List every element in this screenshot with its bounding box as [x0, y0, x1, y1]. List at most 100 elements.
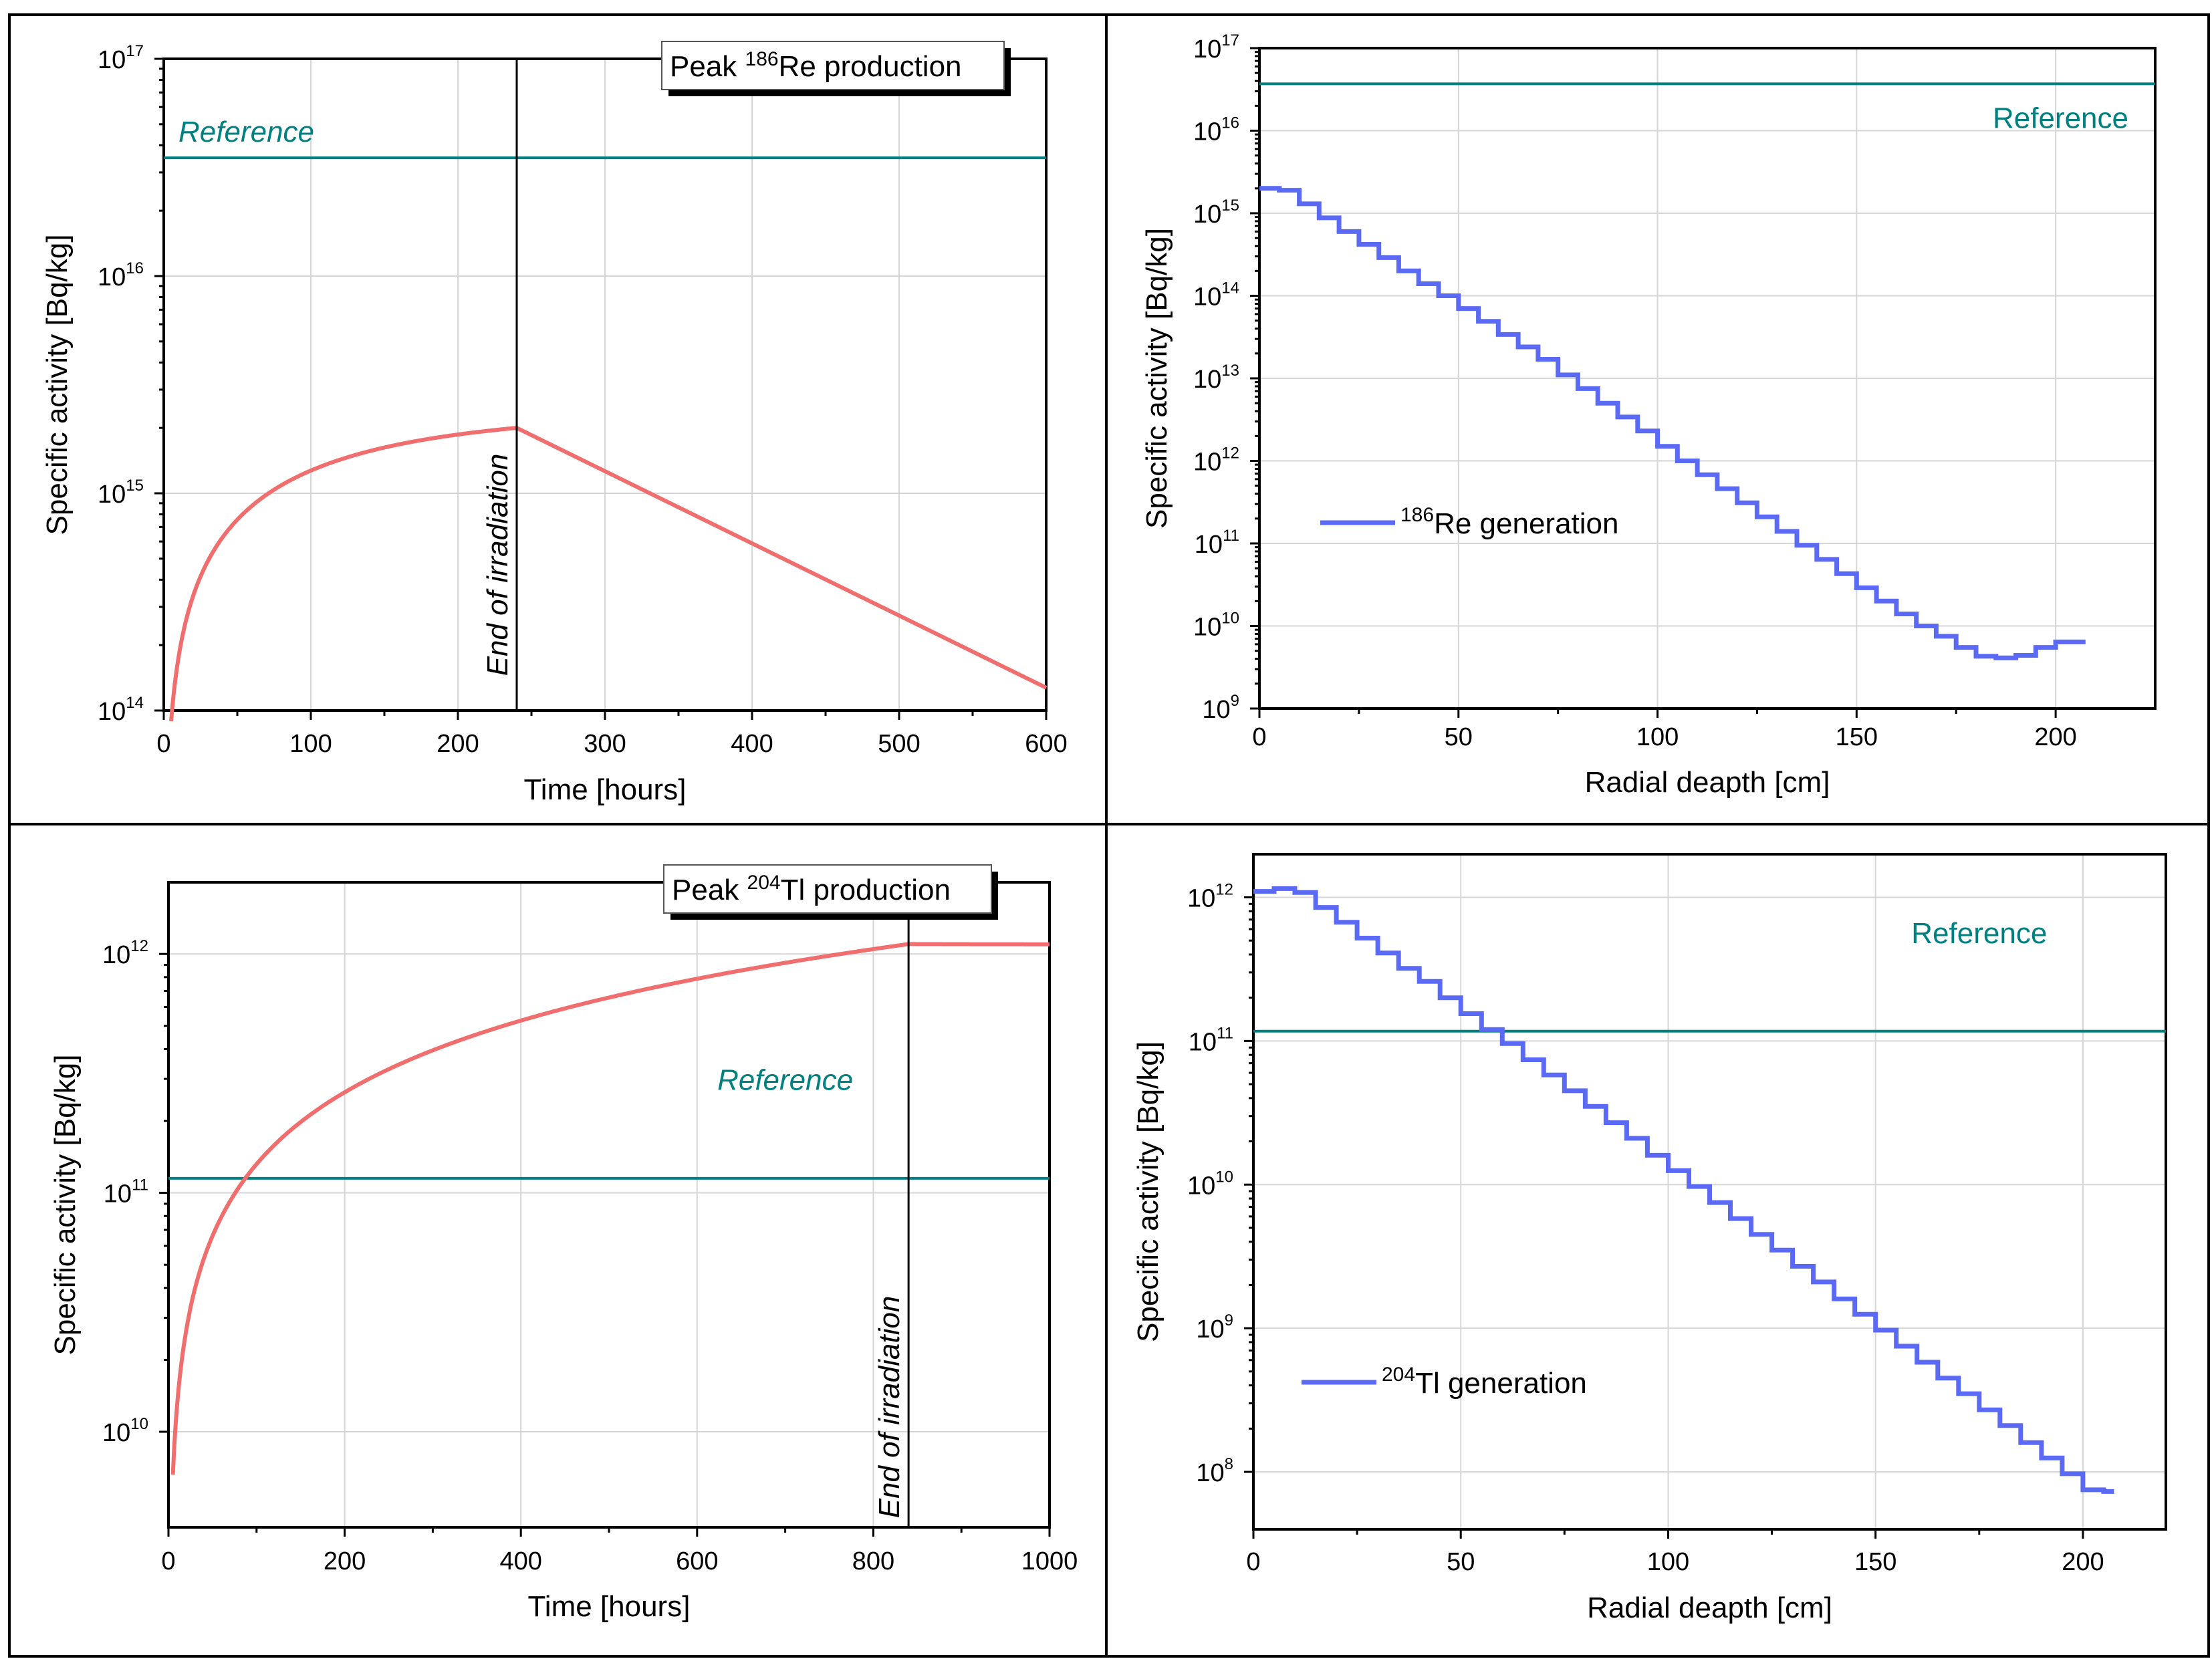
activity-point — [207, 526, 209, 527]
peak-box-prefix: Peak — [672, 874, 747, 906]
y-tick-exponent: 16 — [126, 259, 144, 277]
y-axis-title: Specific activity [Bq/kg] — [1140, 228, 1173, 529]
peak-box — [661, 41, 1005, 90]
peak-box-prefix: Peak — [670, 50, 745, 83]
y-tick-exponent: 12 — [1221, 444, 1239, 463]
activity-point — [785, 963, 786, 965]
y-tick-base: 10 — [1193, 118, 1221, 146]
end-of-irradiation-label: End of irradiation — [873, 1296, 906, 1519]
peak-box-isotope-mass: 186 — [745, 48, 779, 70]
y-axis-title: Specific activity [Bq/kg] — [41, 235, 74, 535]
end-of-irradiation-label: End of irradiation — [481, 454, 514, 676]
y-tick-exponent: 12 — [1215, 880, 1233, 898]
y-tick-base: 10 — [102, 941, 130, 969]
y-tick-exponent: 15 — [126, 477, 144, 495]
activity-point — [300, 1123, 301, 1124]
peak-box-label: Peak 204Tl production — [672, 872, 951, 906]
y-axis-title: Specific activity [Bq/kg] — [49, 1055, 82, 1356]
y-tick-base: 10 — [1193, 449, 1221, 477]
y-tick-exponent: 9 — [1231, 692, 1239, 710]
y-tick-base: 10 — [1187, 1172, 1215, 1200]
x-tick-label: 600 — [676, 1547, 718, 1575]
y-tick-base: 10 — [1196, 1459, 1224, 1487]
activity-point — [237, 495, 238, 496]
y-tick-exponent: 10 — [1215, 1168, 1233, 1186]
activity-point — [604, 466, 606, 467]
y-tick-base: 10 — [98, 46, 126, 74]
y-tick-label: 1012 — [1187, 880, 1233, 912]
y-tick-exponent: 17 — [126, 42, 144, 60]
y-tick-label: 1010 — [1187, 1168, 1233, 1200]
peak-box-isotope-mass: 204 — [747, 872, 781, 894]
y-tick-exponent: 12 — [130, 937, 148, 955]
y-tick-exponent: 8 — [1225, 1455, 1233, 1473]
x-axis-title: Radial deapth [cm] — [1585, 766, 1830, 799]
activity-point — [751, 531, 753, 532]
y-tick-label: 1011 — [1195, 527, 1239, 559]
gridlines — [164, 59, 1046, 711]
x-tick-label: 50 — [1447, 1548, 1475, 1576]
y-tick-exponent: 15 — [1221, 197, 1239, 215]
y-tick-base: 10 — [1189, 1028, 1217, 1056]
x-tick-label: 200 — [2062, 1548, 2104, 1576]
x-tick-label: 0 — [1246, 1548, 1260, 1576]
activity-point — [961, 943, 962, 944]
x-tick-label: 0 — [1252, 723, 1266, 751]
activity-point — [273, 473, 275, 474]
legend-label: 204Tl generation — [1382, 1364, 1587, 1400]
activity-point — [432, 1051, 433, 1052]
y-tick-label: 1014 — [98, 694, 144, 726]
y-tick-label: 1016 — [1193, 114, 1239, 146]
y-tick-label: 1014 — [1193, 279, 1239, 311]
x-tick-label: 100 — [1647, 1548, 1689, 1576]
y-tick-exponent: 17 — [1221, 31, 1239, 49]
y-tick-label: 1011 — [1189, 1024, 1233, 1056]
gridlines — [1253, 854, 2166, 1529]
y-tick-label: 1015 — [1193, 197, 1239, 229]
y-tick-base: 10 — [1195, 531, 1223, 559]
activity-point — [344, 1093, 346, 1094]
activity-point — [185, 1332, 187, 1333]
y-tick-label: 1017 — [1193, 31, 1239, 63]
x-tick-label: 0 — [161, 1547, 175, 1575]
x-tick-label: 100 — [1636, 723, 1679, 751]
y-tick-exponent: 9 — [1225, 1311, 1233, 1329]
activity-point — [193, 556, 194, 557]
peak-box-suffix: Re production — [779, 50, 962, 83]
gridlines — [1259, 48, 2155, 709]
y-tick-base: 10 — [102, 1419, 130, 1447]
activity-point — [1046, 685, 1047, 686]
y-tick-label: 1015 — [98, 477, 144, 509]
x-tick-label: 150 — [1854, 1548, 1896, 1576]
activity-point — [310, 460, 312, 461]
x-tick-label: 600 — [1025, 730, 1067, 758]
y-tick-base: 10 — [1193, 366, 1221, 394]
y-tick-label: 1010 — [102, 1415, 148, 1447]
y-tick-label: 1017 — [98, 42, 144, 74]
reference-label: Reference — [1993, 102, 2128, 134]
y-tick-label: 108 — [1196, 1455, 1233, 1487]
y-tick-base: 10 — [1196, 1315, 1224, 1344]
activity-point — [176, 1404, 178, 1405]
y-tick-label: 1013 — [1193, 362, 1239, 394]
legend-isotope-mass: 204 — [1382, 1364, 1415, 1386]
reference-label: Reference — [717, 1063, 853, 1096]
y-tick-label: 109 — [1196, 1311, 1233, 1344]
legend-text: Re generation — [1434, 507, 1618, 540]
y-tick-label: 1016 — [98, 259, 144, 291]
x-tick-label: 150 — [1836, 723, 1878, 751]
activity-point — [384, 444, 385, 445]
x-tick-label: 300 — [584, 730, 626, 758]
reference-label: Reference — [1911, 917, 2047, 950]
x-axis-title: Time [hours] — [528, 1590, 691, 1623]
x-tick-label: 800 — [852, 1547, 894, 1575]
y-tick-exponent: 13 — [1221, 362, 1239, 380]
activity-point — [872, 949, 874, 950]
y-tick-label: 109 — [1202, 692, 1239, 724]
legend-label: 186Re generation — [1400, 504, 1618, 540]
x-tick-label: 200 — [437, 730, 479, 758]
y-tick-exponent: 11 — [1223, 527, 1239, 545]
